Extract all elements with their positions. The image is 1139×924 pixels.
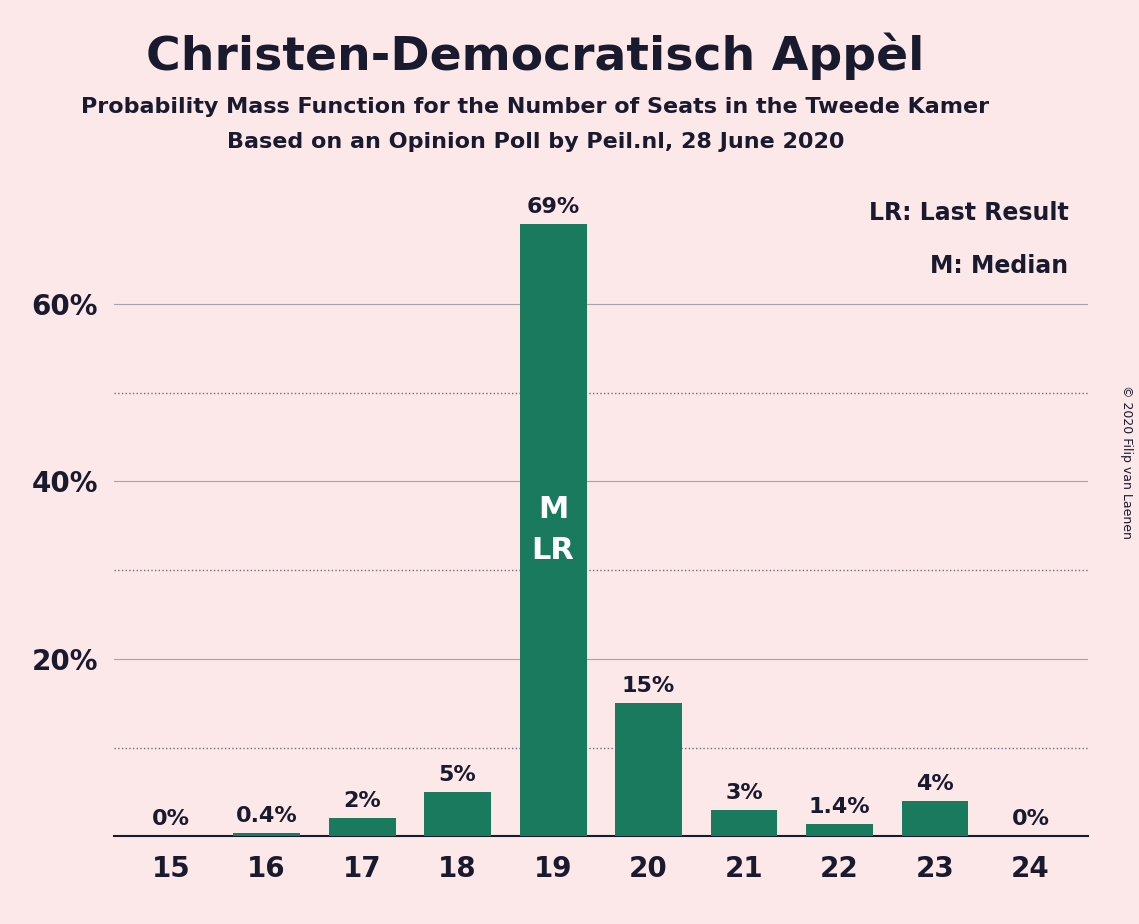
Text: M: Median: M: Median (931, 254, 1068, 278)
Text: LR: Last Result: LR: Last Result (869, 201, 1068, 225)
Text: 4%: 4% (916, 773, 953, 794)
Text: 69%: 69% (526, 197, 580, 217)
Bar (233, 833, 300, 836)
Text: Based on an Opinion Poll by Peil.nl, 28 June 2020: Based on an Opinion Poll by Peil.nl, 28 … (227, 132, 844, 152)
Text: M
LR: M LR (532, 495, 574, 565)
Text: 2%: 2% (343, 791, 382, 811)
Bar (711, 809, 778, 836)
Text: 3%: 3% (726, 783, 763, 803)
Text: 5%: 5% (439, 765, 476, 784)
Bar (424, 792, 491, 836)
Bar (806, 824, 872, 836)
Text: © 2020 Filip van Laenen: © 2020 Filip van Laenen (1121, 385, 1133, 539)
Text: 0%: 0% (153, 809, 190, 829)
Text: 15%: 15% (622, 676, 675, 696)
Text: Probability Mass Function for the Number of Seats in the Tweede Kamer: Probability Mass Function for the Number… (81, 97, 990, 117)
Bar (615, 703, 682, 836)
Text: Christen-Democratisch Appèl: Christen-Democratisch Appèl (146, 32, 925, 79)
Bar (329, 819, 395, 836)
Text: 0.4%: 0.4% (236, 806, 297, 825)
Text: 0%: 0% (1011, 809, 1049, 829)
Bar (902, 801, 968, 836)
Text: 1.4%: 1.4% (809, 796, 870, 817)
Bar (519, 225, 587, 836)
